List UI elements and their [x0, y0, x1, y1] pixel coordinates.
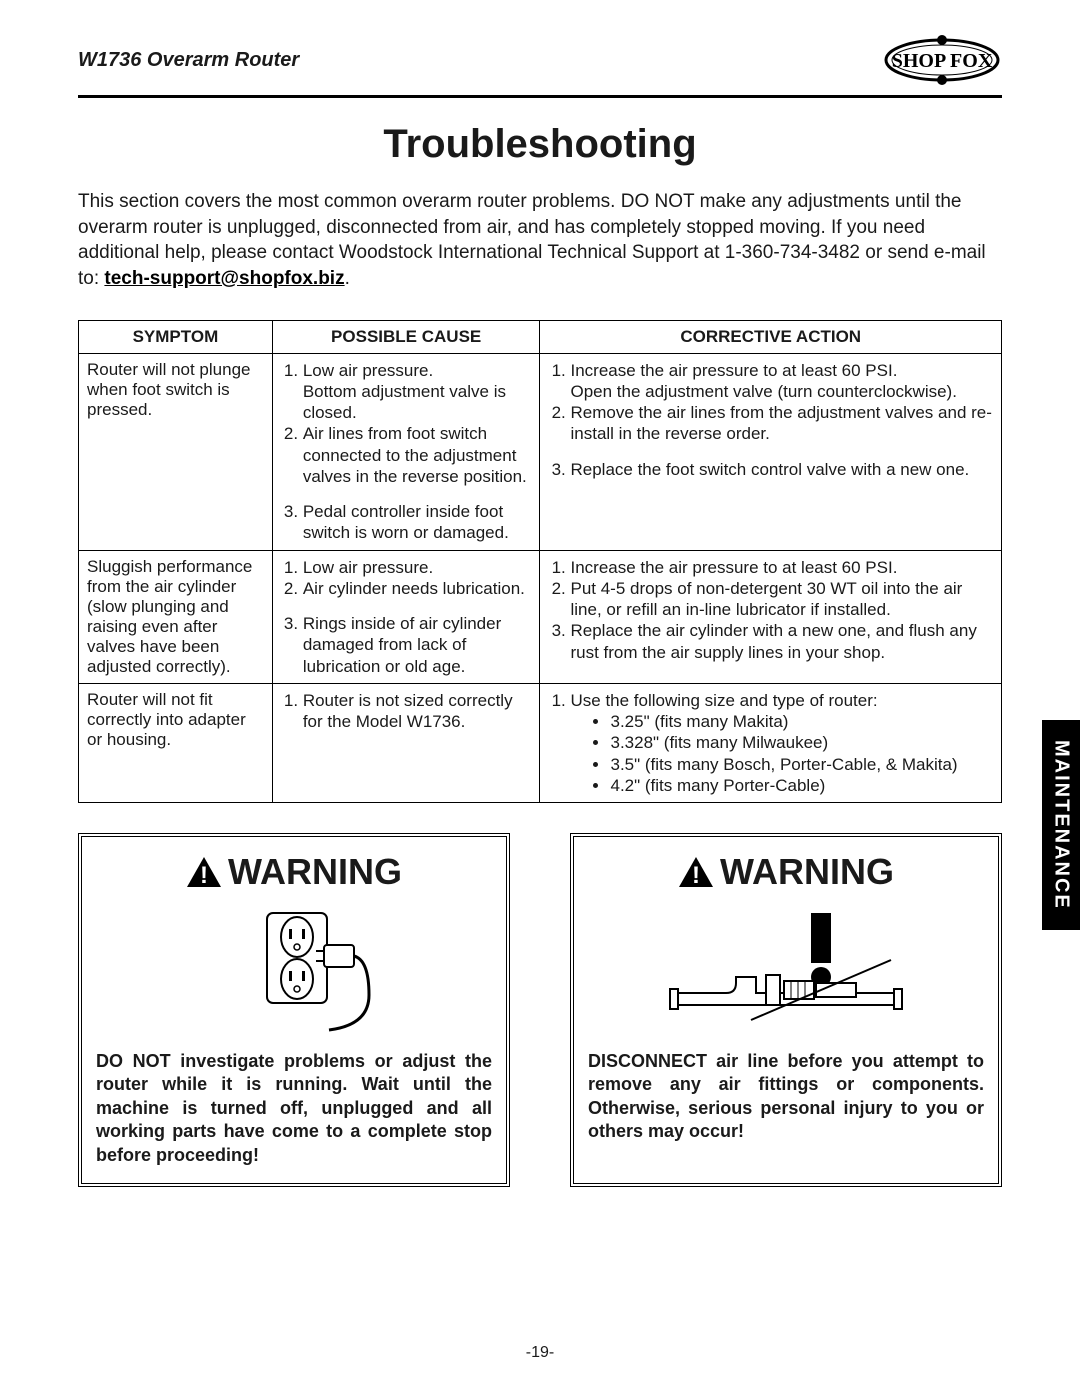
cause-item: Air cylinder needs lubrication. — [303, 578, 532, 599]
svg-text:!: ! — [200, 862, 208, 888]
air-line-illustration — [588, 905, 984, 1040]
symptom-cell: Router will not plunge when foot switch … — [79, 353, 273, 550]
cause-item: Air lines from foot switch connected to … — [303, 423, 532, 487]
action-item: Remove the air lines from the adjustment… — [570, 402, 993, 445]
action-item: Increase the air pressure to at least 60… — [570, 557, 993, 578]
intro-paragraph: This section covers the most common over… — [78, 189, 1002, 292]
action-bullet: 3.328" (fits many Milwaukee) — [610, 732, 993, 753]
action-item: Replace the foot switch control valve wi… — [570, 459, 993, 480]
warning-air-text: DISCONNECT air line before you attempt t… — [588, 1050, 984, 1144]
action-item: Put 4-5 drops of non-detergent 30 WT oil… — [570, 578, 993, 621]
table-row: Router will not plunge when foot switch … — [79, 353, 1002, 550]
warning-label: WARNING — [228, 851, 402, 893]
outlet-plug-illustration — [96, 905, 492, 1040]
action-item: Use the following size and type of route… — [570, 690, 993, 796]
troubleshooting-table: SYMPTOM POSSIBLE CAUSE CORRECTIVE ACTION… — [78, 320, 1002, 804]
warning-power-text: DO NOT investigate problems or adjust th… — [96, 1050, 492, 1167]
cause-cell: Low air pressure.Bottom adjustment valve… — [272, 353, 540, 550]
section-tab-label: MAINTENANCE — [1050, 740, 1073, 910]
cause-cell: Low air pressure.Air cylinder needs lubr… — [272, 550, 540, 683]
symptom-cell: Sluggish performance from the air cylind… — [79, 550, 273, 683]
warning-box-power: ! WARNING DO NOT investigate problems o — [78, 833, 510, 1187]
warning-box-air: ! WARNING — [570, 833, 1002, 1187]
col-header-symptom: SYMPTOM — [79, 320, 273, 353]
action-bullet: 3.25" (fits many Makita) — [610, 711, 993, 732]
warning-triangle-icon: ! — [186, 856, 222, 888]
page-title: Troubleshooting — [78, 122, 1002, 167]
cause-item: Low air pressure. — [303, 557, 532, 578]
cause-item: Router is not sized correctly for the Mo… — [303, 690, 532, 733]
product-title: W1736 Overarm Router — [78, 49, 299, 72]
page-number: -19- — [0, 1344, 1080, 1362]
action-item: Replace the air cylinder with a new one,… — [570, 620, 993, 663]
action-cell: Increase the air pressure to at least 60… — [540, 550, 1002, 683]
col-header-cause: POSSIBLE CAUSE — [272, 320, 540, 353]
svg-text:SHOP FOX: SHOP FOX — [892, 50, 993, 72]
symptom-cell: Router will not fit correctly into adapt… — [79, 683, 273, 802]
header-rule — [78, 95, 1002, 98]
svg-text:!: ! — [692, 862, 700, 888]
action-bullet: 3.5" (fits many Bosch, Porter-Cable, & M… — [610, 754, 993, 775]
action-cell: Use the following size and type of route… — [540, 683, 1002, 802]
col-header-action: CORRECTIVE ACTION — [540, 320, 1002, 353]
table-row: Router will not fit correctly into adapt… — [79, 683, 1002, 802]
table-row: Sluggish performance from the air cylind… — [79, 550, 1002, 683]
action-bullet: 4.2" (fits many Porter-Cable) — [610, 775, 993, 796]
support-email-link[interactable]: tech-support@shopfox.biz — [104, 268, 344, 289]
brand-logo: SHOP FOX — [882, 35, 1002, 85]
warning-label: WARNING — [720, 851, 894, 893]
section-tab-maintenance: MAINTENANCE — [1042, 720, 1080, 930]
cause-item: Low air pressure.Bottom adjustment valve… — [303, 360, 532, 424]
cause-item: Pedal controller inside foot switch is w… — [303, 501, 532, 544]
action-cell: Increase the air pressure to at least 60… — [540, 353, 1002, 550]
warning-triangle-icon: ! — [678, 856, 714, 888]
action-item: Increase the air pressure to at least 60… — [570, 360, 993, 403]
cause-cell: Router is not sized correctly for the Mo… — [272, 683, 540, 802]
cause-item: Rings inside of air cylinder damaged fro… — [303, 613, 532, 677]
